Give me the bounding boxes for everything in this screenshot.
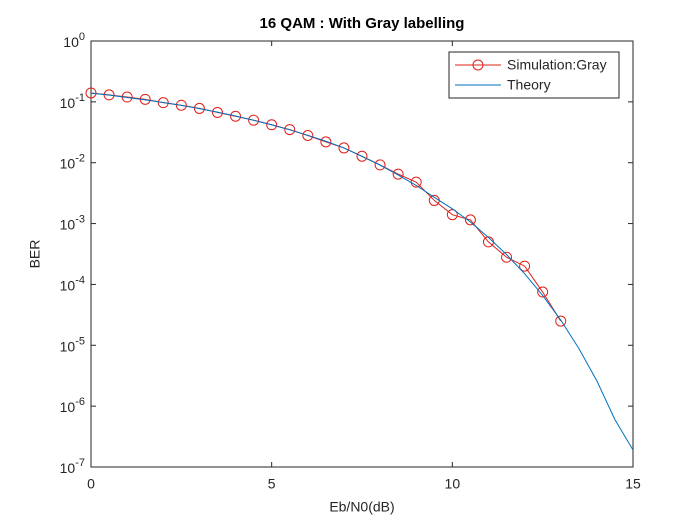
- legend-label: Simulation:Gray: [507, 57, 607, 73]
- data-point: [266, 119, 278, 131]
- y-tick-label: 10-2: [60, 153, 85, 172]
- y-tick-label: 100: [63, 31, 85, 50]
- y-axis-label: BER: [27, 240, 43, 269]
- x-axis-label: Eb/N0(dB): [329, 499, 394, 515]
- data-point: [193, 102, 205, 114]
- series-line: [90, 92, 634, 451]
- x-tick-label: 15: [625, 476, 641, 492]
- legend-marker: [472, 59, 484, 71]
- data-point: [230, 110, 242, 122]
- data-point: [157, 97, 169, 109]
- x-tick-label: 10: [445, 476, 461, 492]
- data-point: [320, 136, 332, 148]
- data-point: [175, 99, 187, 111]
- plot-area: [90, 40, 634, 468]
- data-point: [374, 159, 386, 171]
- data-point: [519, 260, 531, 272]
- data-point: [537, 286, 549, 298]
- data-point: [85, 87, 97, 99]
- data-point: [392, 168, 404, 180]
- y-tick-label: 10-3: [60, 213, 85, 232]
- data-point: [446, 209, 458, 221]
- data-point: [501, 251, 513, 263]
- data-point: [356, 150, 368, 162]
- chart-title: 16 QAM : With Gray labelling: [260, 15, 465, 32]
- x-tick-label: 0: [87, 476, 95, 492]
- y-tick-label: 10-1: [60, 92, 85, 111]
- data-point: [464, 214, 476, 226]
- x-tick-label: 5: [268, 476, 276, 492]
- y-tick-label: 10-7: [60, 457, 85, 476]
- y-tick-label: 10-4: [60, 274, 85, 293]
- data-point: [302, 130, 314, 142]
- y-tick-label: 10-5: [60, 335, 85, 354]
- data-point: [248, 114, 260, 126]
- data-point: [211, 106, 223, 118]
- legend-label: Theory: [507, 77, 551, 93]
- data-point: [338, 142, 350, 154]
- y-tick-label: 10-6: [60, 396, 85, 415]
- data-point: [284, 124, 296, 136]
- data-point: [555, 315, 567, 327]
